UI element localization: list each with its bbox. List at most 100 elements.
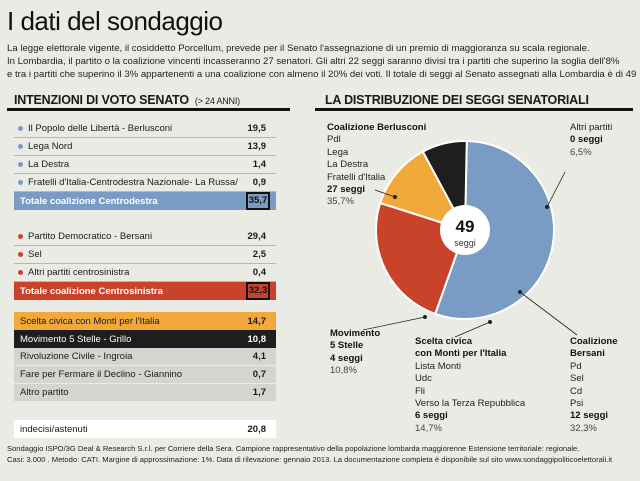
footer-note: Sondaggio ISPO/3G Deal & Research S.r.l.…	[7, 444, 635, 465]
intro-text: La legge elettorale vigente, il cosiddet…	[7, 42, 637, 81]
slice-party: Verso la Terza Repubblica	[415, 398, 526, 410]
row-value: 2,5	[252, 249, 266, 260]
table-row: Il Popolo delle Libertà - Berlusconi 19,5	[14, 120, 276, 138]
row-value: 4,1	[252, 351, 266, 362]
page-title: I dati del sondaggio	[7, 6, 223, 36]
row-label: indecisi/astenuti	[20, 423, 88, 435]
slice-party: Pd	[570, 360, 582, 372]
row-value: 20,8	[247, 423, 267, 435]
table-row: Altro partito 1,7	[14, 384, 276, 402]
bullet-icon	[18, 234, 23, 239]
row-value: 1,7	[252, 387, 266, 398]
row-label: La Destra	[28, 159, 70, 170]
row-value: 14,7	[247, 315, 267, 327]
slice-seats: 6 seggi	[415, 410, 448, 422]
slice-seats: 4 seggi	[330, 352, 363, 364]
table-row: La Destra 1,4	[14, 156, 276, 174]
right-divider	[315, 108, 633, 111]
slice-party: Fli	[415, 385, 426, 397]
row-label: Scelta civica con Monti per l'Italia	[20, 315, 160, 327]
bullet-icon	[18, 270, 23, 275]
pie-center-label: seggi	[454, 238, 476, 248]
slice-name-2: con Monti per l'Italia	[415, 348, 507, 360]
left-heading: INTENZIONI DI VOTO SENATO (> 24 ANNI)	[14, 93, 240, 107]
left-divider	[7, 108, 290, 111]
seats-pie-chart: 49 seggi	[362, 139, 578, 338]
table-row: Totale coalizione Centrodestra 35,7	[14, 192, 276, 210]
slice-party: Pdl	[327, 134, 341, 146]
row-label: Sel	[28, 249, 42, 260]
row-value: 10,8	[247, 333, 267, 345]
row-value: 19,5	[247, 123, 267, 134]
leader-dot	[545, 205, 549, 209]
slice-party: Lista Monti	[415, 360, 461, 372]
slice-label-m5s: Movimento 5 Stelle 4 seggi 10,8%	[330, 328, 380, 378]
leader-line	[374, 189, 396, 198]
table-row: Altri partiti centrosinistra 0,4	[14, 264, 276, 282]
slice-name: Altri partiti	[570, 122, 613, 133]
row-label: Totale coalizione Centrodestra	[20, 195, 158, 207]
slice-label-bersani: Coalizione Bersani Pd Sel Cd Psi 12 segg…	[570, 336, 618, 435]
leader-line	[454, 321, 491, 338]
row-label: Movimento 5 Stelle - Grillo	[20, 333, 132, 345]
table-row: Lega Nord 13,9	[14, 138, 276, 156]
row-value: 1,4	[252, 159, 266, 170]
leader-line	[519, 291, 578, 336]
row-label: Lega Nord	[28, 141, 73, 152]
slice-seats: 27 seggi	[327, 184, 366, 196]
row-label: Altro partito	[20, 387, 69, 398]
slice-name-2: 5 Stelle	[330, 340, 364, 352]
intro-line: In Lombardia, il partito o la coalizione…	[7, 56, 620, 67]
slice-party: La Destra	[327, 159, 369, 171]
slice-party: Fratelli d'Italia	[327, 171, 386, 183]
bullet-icon	[18, 162, 23, 167]
table-row: Sel 2,5	[14, 246, 276, 264]
bullet-icon	[18, 126, 23, 131]
row-label: Totale coalizione Centrosinistra	[20, 285, 163, 297]
table-row: Movimento 5 Stelle - Grillo 10,8	[14, 330, 276, 348]
slice-party: Sel	[570, 373, 584, 385]
pie-slice	[433, 139, 555, 320]
pie-center-value: 49	[456, 217, 475, 236]
slice-name-1: Movimento	[330, 328, 381, 339]
bullet-icon	[18, 252, 23, 257]
row-label: Il Popolo delle Libertà - Berlusconi	[28, 123, 173, 134]
row-value: 0,9	[252, 177, 266, 188]
slice-name: Coalizione Berlusconi	[327, 122, 427, 133]
slice-label-monti: Scelta civica con Monti per l'Italia Lis…	[415, 336, 525, 435]
slice-label-berlusconi: Coalizione Berlusconi Pdl Lega La Destra…	[327, 122, 426, 209]
slice-party: Psi	[570, 398, 584, 410]
row-label: Altri partiti centrosinistra	[28, 267, 130, 278]
slice-pct: 32,3%	[570, 422, 597, 434]
footer-line: Casi: 3.000 . Metodo: CATI. Margine di a…	[7, 454, 613, 464]
row-label: Rivoluzione Civile - Ingroia	[20, 351, 133, 362]
row-label: Fare per Fermare il Declino - Giannino	[20, 369, 183, 380]
slice-name-1: Scelta civica	[415, 336, 473, 347]
slice-party: Cd	[570, 385, 583, 397]
leader-dot	[518, 290, 522, 294]
slice-pct: 35,7%	[327, 196, 354, 208]
leader-dot	[423, 315, 427, 319]
row-value: 13,9	[247, 141, 267, 152]
table-row: Totale coalizione Centrosinistra 32,3	[14, 282, 276, 300]
left-subheading: (> 24 ANNI)	[194, 96, 240, 106]
row-value: 35,7	[246, 192, 270, 210]
left-heading-text: INTENZIONI DI VOTO SENATO	[14, 93, 189, 107]
leader-line	[546, 171, 566, 208]
slice-seats: 12 seggi	[570, 410, 609, 422]
slice-seats: 0 seggi	[570, 134, 603, 146]
row-value: 29,4	[247, 231, 267, 242]
slice-pct: 14,7%	[415, 422, 442, 434]
table-row: Partito Democratico - Bersani 29,4	[14, 228, 276, 246]
row-label: Fratelli d'Italia-Centrodestra Nazionale…	[28, 177, 238, 188]
pie-center	[440, 205, 490, 255]
pie-slice	[378, 150, 468, 232]
leader-dot	[488, 320, 492, 324]
intro-line: e tra i partiti che superino il 3% appar…	[7, 69, 637, 80]
right-heading: LA DISTRIBUZIONE DEI SEGGI SENATORIALI	[325, 93, 589, 107]
row-value: 0,4	[252, 267, 266, 278]
slice-name-2: Bersani	[570, 348, 605, 360]
row-value: 0,7	[252, 369, 266, 380]
footer-line: Sondaggio ISPO/3G Deal & Research S.r.l.…	[7, 444, 580, 453]
slice-party: Udc	[415, 373, 432, 385]
